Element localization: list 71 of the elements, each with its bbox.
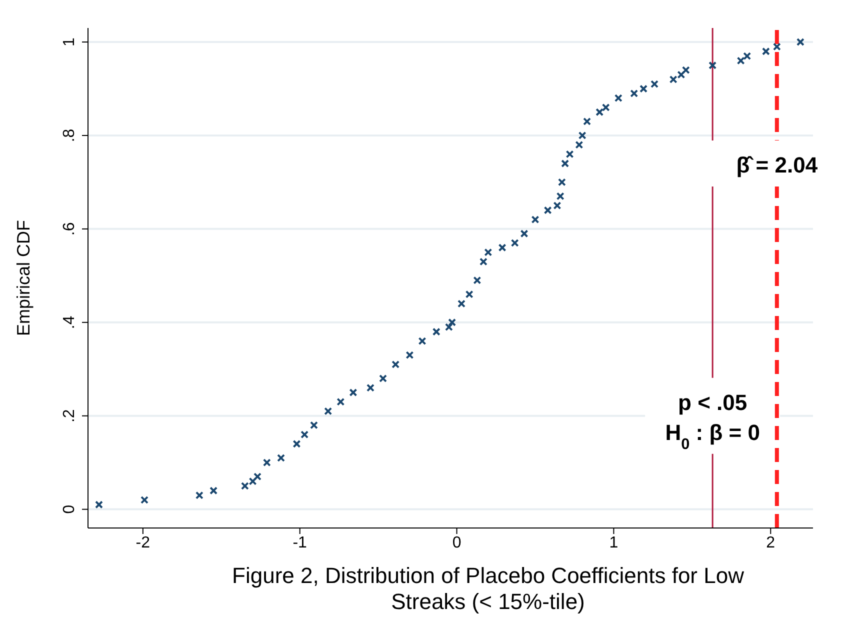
point <box>575 140 584 149</box>
point <box>444 323 453 332</box>
annotation: p < .05 H$_{0}$ : β = 0 <box>665 390 760 452</box>
x-tick-label: -1 <box>292 534 308 552</box>
point <box>596 108 604 116</box>
point <box>796 38 804 46</box>
point <box>558 178 566 186</box>
point <box>556 192 564 200</box>
point <box>448 318 456 326</box>
x-tick-label: -2 <box>136 534 150 552</box>
point <box>762 47 770 56</box>
ref-line-label: β̂ = 2.04 <box>736 152 818 178</box>
point <box>292 440 301 448</box>
x-tick-label: 0 <box>452 534 462 552</box>
point <box>392 360 400 368</box>
point <box>195 491 204 500</box>
point <box>708 61 717 70</box>
y-tick-label: 1 <box>61 37 78 46</box>
point <box>553 202 562 210</box>
point <box>531 216 540 224</box>
point <box>743 52 752 60</box>
point <box>583 117 592 126</box>
point <box>614 94 622 102</box>
point <box>736 56 745 65</box>
y-tick-label: .8 <box>61 128 78 142</box>
point <box>602 103 610 112</box>
point <box>418 337 426 346</box>
point <box>520 230 528 238</box>
y-axis-title: Empirical CDF <box>13 220 34 336</box>
point <box>300 430 309 439</box>
point <box>406 351 414 360</box>
point <box>432 328 440 336</box>
point <box>140 496 148 504</box>
y-tick-label: .4 <box>61 316 78 330</box>
point <box>498 244 506 252</box>
point <box>484 248 492 256</box>
y-tick-label: .6 <box>61 222 78 236</box>
point <box>240 482 249 490</box>
point <box>677 70 686 79</box>
point <box>210 486 218 495</box>
point <box>366 384 374 392</box>
x-tick-label: 2 <box>766 534 776 552</box>
point <box>277 454 286 462</box>
point <box>630 89 638 98</box>
point <box>253 472 262 481</box>
point <box>682 66 690 74</box>
point <box>94 500 103 509</box>
point <box>465 290 474 298</box>
point <box>650 80 659 88</box>
point <box>544 206 552 214</box>
point <box>772 42 781 51</box>
text: Figure 2, Distribution of Placebo Coefficients for Low Streaks (< 15%-tile) <box>231 563 745 615</box>
y-tick-label: 0 <box>61 504 78 514</box>
point <box>457 300 466 308</box>
point <box>336 398 345 406</box>
point <box>379 374 388 382</box>
point <box>324 407 332 416</box>
point <box>561 160 570 168</box>
point <box>669 75 678 84</box>
point <box>566 150 574 158</box>
point <box>349 388 358 396</box>
y-tick-label: .2 <box>61 409 78 423</box>
point <box>640 84 648 93</box>
point <box>310 421 318 430</box>
point <box>479 258 488 266</box>
point <box>248 477 257 486</box>
point <box>510 238 519 247</box>
point <box>473 276 482 284</box>
x-tick-label: 1 <box>609 534 618 552</box>
point <box>578 131 586 140</box>
point <box>262 458 271 467</box>
